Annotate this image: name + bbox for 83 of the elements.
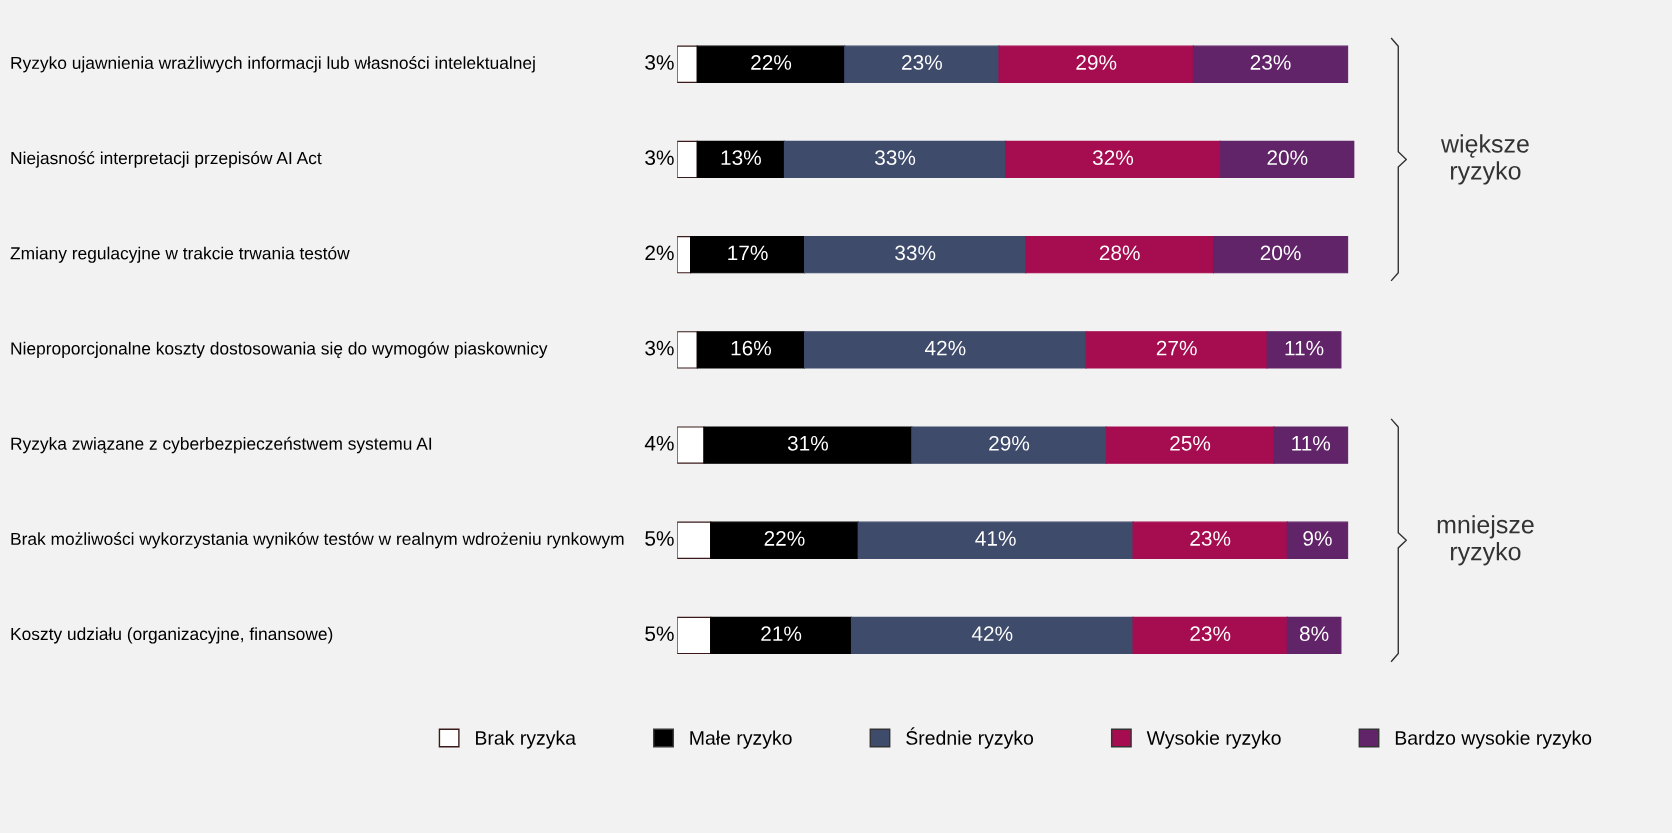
legend-label: Małe ryzyko [690,730,792,749]
bar [783,140,1007,179]
data-label: 13% [721,150,761,166]
data-label: 22% [751,55,792,70]
data-label: 4% [644,435,674,451]
data-label: 42% [971,626,1013,641]
data-label: 9% [1303,531,1332,546]
bar [1192,45,1349,83]
data-label: 23% [1190,531,1231,546]
bar [677,521,712,559]
bar [1286,616,1342,655]
data-label: 11% [1285,340,1324,356]
data-label: 33% [895,245,936,261]
legend-label: Wysokie ryzyko [1146,730,1281,749]
bar [1132,616,1288,655]
y-tick-label: Koszty udziału (organizacyjne, finansowe) [11,627,333,644]
bar [1005,140,1221,179]
data-label: 42% [924,340,966,356]
bar [677,140,698,179]
data-label: 8% [1299,626,1329,642]
y-tick-label: Ryzyka związane z cyberbezpieczeństwem systemu AI [11,436,432,454]
bar [677,426,705,464]
bar [1132,521,1288,559]
bar [1025,236,1215,274]
bar [677,331,698,369]
legend-label: Średnie ryzyko [906,727,1034,749]
data-label: 33% [875,150,916,166]
bar [850,616,1134,655]
bar [1085,331,1268,369]
bar [710,521,859,559]
bar [1219,140,1355,179]
data-label: 3% [645,340,674,356]
text: większe ryzyko [1440,134,1529,185]
legend-label: Bardzo wysokie ryzyko [1395,730,1592,749]
bar [696,140,785,179]
y-tick-label: Niejasność interpretacji przepisów AI Act [11,151,322,168]
data-label: 23% [1190,626,1231,642]
data-label: 25% [1170,435,1211,451]
data-label: 41% [975,531,1016,546]
data-label: 17% [728,245,768,261]
bar [1273,426,1349,464]
data-label: 21% [761,626,802,641]
data-label: 29% [1076,55,1117,70]
bar [803,236,1027,274]
bar [696,45,846,83]
legend-label: Brak ryzyka [476,730,576,749]
data-label: 2% [645,245,674,261]
bar [857,521,1134,559]
bar [1266,331,1342,369]
data-label: 23% [1250,55,1291,70]
data-label: 32% [1092,150,1134,166]
bar [703,426,913,464]
bar [690,236,806,274]
bar [1212,236,1349,274]
bar [677,616,712,655]
data-label: 5% [645,626,674,642]
bar [803,331,1087,369]
data-label: 22% [764,531,805,546]
data-label: 27% [1156,340,1197,356]
data-label: 5% [645,531,674,546]
bar [677,45,698,83]
data-label: 28% [1099,245,1140,261]
bar [1105,426,1275,464]
bar [696,331,806,369]
bar [710,616,853,655]
bar [1286,521,1349,559]
data-label: 20% [1260,245,1301,261]
data-label: 11% [1292,435,1331,451]
data-label: 3% [645,55,674,70]
text: mniejsze ryzyko [1437,515,1534,566]
y-tick-label: Zmiany regulacyjne w trakcie trwania testów [10,246,350,263]
bar [911,426,1107,464]
bar [844,45,1000,83]
bar [998,45,1194,83]
data-label: 20% [1267,150,1308,166]
y-tick-label: Brak możliwości wykorzystania wyników testów w realnym wdrożeniu rynkowym [11,532,624,549]
y-tick-label: Nieproporcjonalne koszty dostosowania się do wymogów piaskownicy [11,341,548,359]
data-label: 31% [787,435,829,451]
data-label: 29% [989,435,1030,451]
data-label: 16% [731,340,772,356]
y-tick-label: Ryzyko ujawnienia wrażliwych informacji lub własności intelektualnej [11,56,535,73]
data-label: 23% [902,55,942,70]
data-label: 3% [645,150,674,166]
